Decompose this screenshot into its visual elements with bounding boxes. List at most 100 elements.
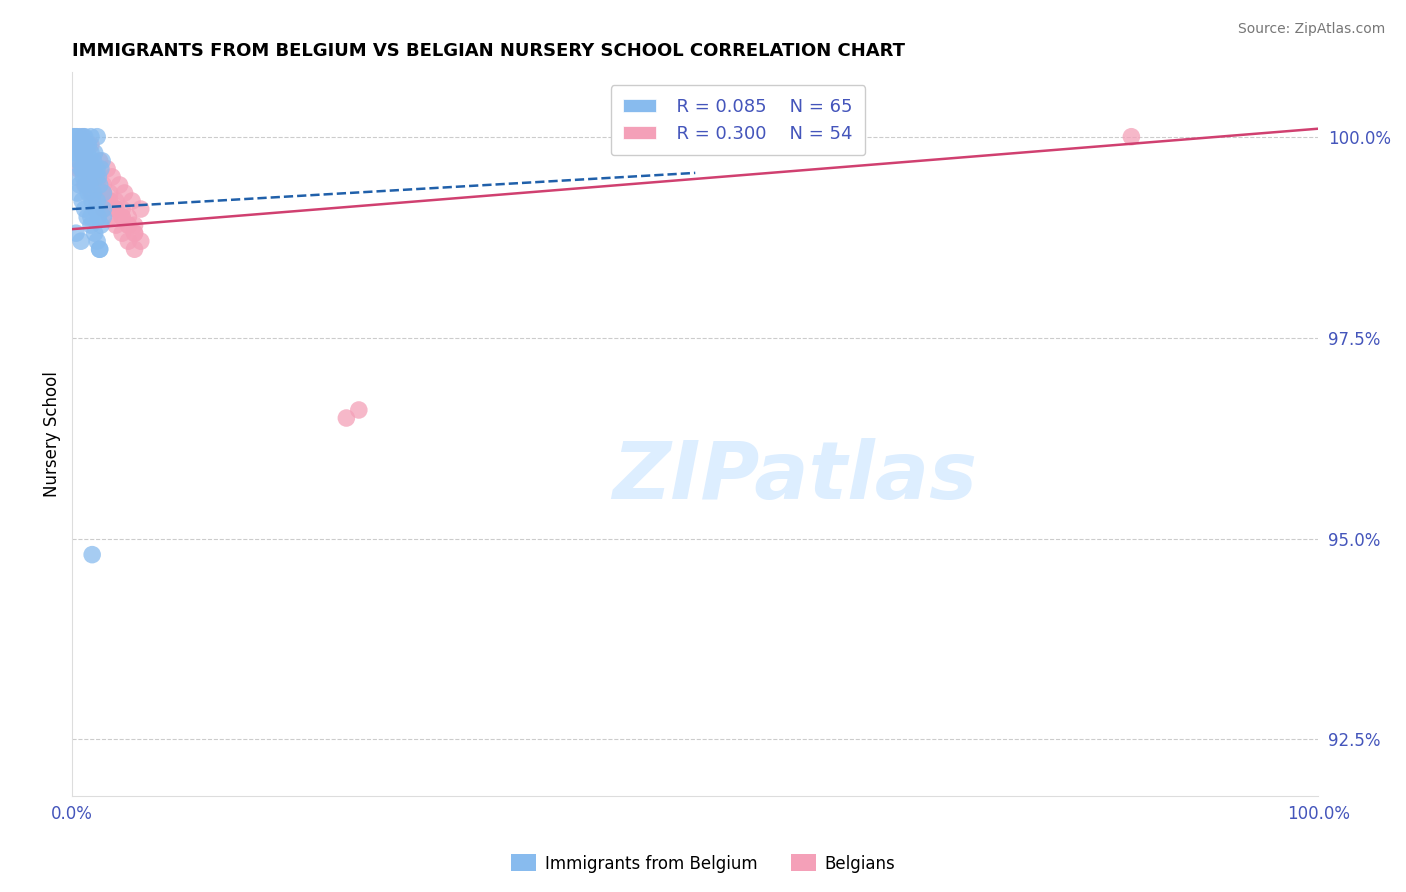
Point: [82, 161, 104, 176]
Point: [76, 169, 98, 184]
Point: [91, 153, 114, 168]
Point: [70, 161, 93, 176]
Point: [80, 169, 103, 184]
Point: [69, 153, 91, 168]
Point: [67, 137, 90, 152]
Point: [72, 129, 94, 144]
Point: [67, 161, 90, 176]
Point: [70, 234, 93, 248]
Point: [62, 137, 84, 152]
Legend:   R = 0.085    N = 65,   R = 0.300    N = 54: R = 0.085 N = 65, R = 0.300 N = 54: [610, 85, 865, 155]
Point: [80, 218, 103, 232]
Point: [98, 194, 121, 208]
Point: [93, 186, 115, 200]
Point: [82, 169, 104, 184]
Point: [73, 153, 96, 168]
Point: [347, 403, 370, 417]
Point: [80, 210, 103, 224]
Y-axis label: Nursery School: Nursery School: [44, 371, 60, 497]
Point: [73, 145, 96, 160]
Point: [79, 178, 101, 192]
Point: [117, 218, 139, 232]
Point: [66, 129, 89, 144]
Text: IMMIGRANTS FROM BELGIUM VS BELGIAN NURSERY SCHOOL CORRELATION CHART: IMMIGRANTS FROM BELGIUM VS BELGIAN NURSE…: [72, 42, 905, 60]
Point: [86, 178, 108, 192]
Point: [114, 186, 136, 200]
Point: [1121, 129, 1143, 144]
Point: [67, 145, 90, 160]
Point: [86, 194, 108, 208]
Point: [96, 161, 118, 176]
Point: [65, 145, 87, 160]
Point: [73, 178, 96, 192]
Point: [65, 129, 87, 144]
Point: [84, 202, 107, 216]
Point: [77, 186, 100, 200]
Point: [86, 161, 108, 176]
Point: [104, 202, 127, 216]
Point: [89, 242, 111, 256]
Point: [98, 186, 121, 200]
Point: [101, 169, 124, 184]
Point: [111, 210, 134, 224]
Point: [67, 137, 90, 152]
Point: [86, 234, 108, 248]
Point: [124, 218, 146, 232]
Point: [70, 194, 93, 208]
Point: [70, 129, 93, 144]
Point: [69, 129, 91, 144]
Point: [73, 202, 96, 216]
Point: [76, 145, 98, 160]
Text: ZIPatlas: ZIPatlas: [613, 439, 977, 516]
Point: [89, 153, 111, 168]
Point: [117, 218, 139, 232]
Point: [84, 169, 107, 184]
Point: [67, 153, 90, 168]
Point: [70, 137, 93, 152]
Point: [83, 226, 105, 240]
Point: [77, 137, 100, 152]
Point: [87, 169, 110, 184]
Point: [86, 129, 108, 144]
Point: [83, 161, 105, 176]
Point: [73, 145, 96, 160]
Point: [63, 145, 86, 160]
Point: [129, 202, 152, 216]
Point: [79, 153, 101, 168]
Point: [65, 169, 87, 184]
Point: [86, 178, 108, 192]
Point: [93, 186, 115, 200]
Point: [111, 202, 134, 216]
Point: [75, 153, 97, 168]
Point: [62, 129, 84, 144]
Point: [70, 137, 93, 152]
Point: [73, 129, 96, 144]
Point: [86, 169, 108, 184]
Point: [108, 178, 131, 192]
Point: [66, 186, 89, 200]
Point: [82, 548, 104, 562]
Point: [93, 202, 115, 216]
Point: [93, 202, 115, 216]
Point: [104, 194, 127, 208]
Point: [104, 202, 127, 216]
Point: [82, 194, 104, 208]
Point: [89, 242, 111, 256]
Point: [93, 178, 115, 192]
Point: [63, 129, 86, 144]
Point: [87, 210, 110, 224]
Point: [72, 169, 94, 184]
Point: [90, 218, 112, 232]
Point: [93, 186, 115, 200]
Point: [76, 153, 98, 168]
Point: [89, 178, 111, 192]
Point: [82, 186, 104, 200]
Point: [93, 210, 115, 224]
Point: [111, 210, 134, 224]
Point: [117, 210, 139, 224]
Point: [75, 178, 97, 192]
Point: [80, 137, 103, 152]
Point: [76, 210, 98, 224]
Point: [129, 234, 152, 248]
Point: [80, 129, 103, 144]
